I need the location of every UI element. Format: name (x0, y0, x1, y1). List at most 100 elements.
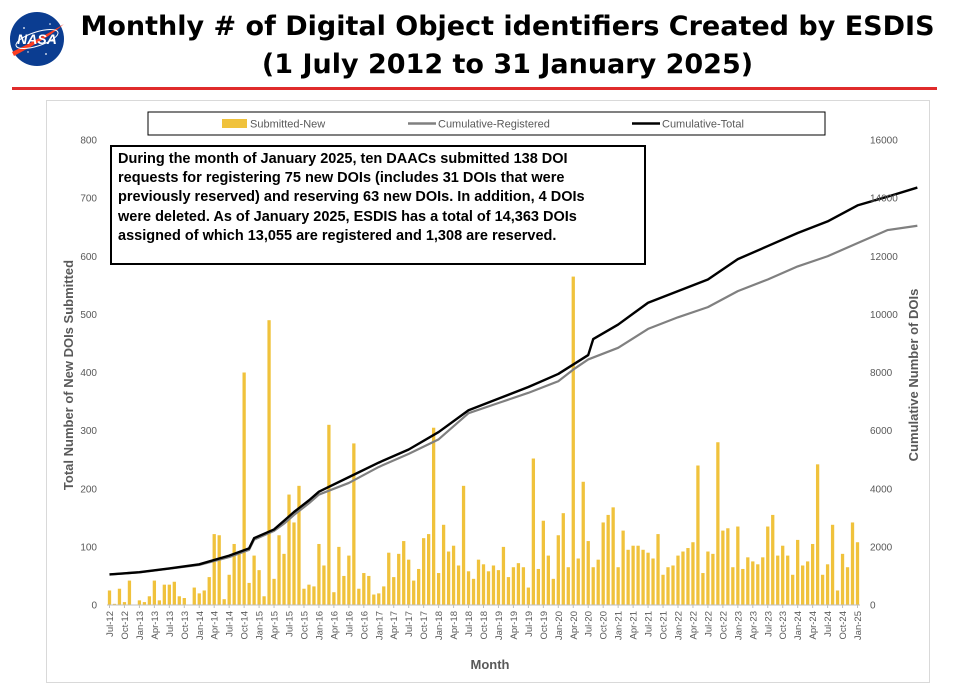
bar-submitted-new (252, 555, 256, 605)
bar-submitted-new (157, 600, 162, 605)
bar-submitted-new (626, 549, 630, 605)
y-tick-label: 700 (80, 194, 97, 205)
annotation-line: requests for registering 75 new DOIs (in… (118, 170, 565, 187)
bar-submitted-new (546, 555, 550, 605)
bar-submitted-new (731, 567, 735, 605)
x-tick-label: Oct-18 (479, 611, 490, 640)
x-tick-label: Oct-19 (539, 611, 550, 640)
bar-submitted-new (177, 596, 181, 605)
legend-label: Cumulative-Total (662, 119, 744, 131)
bar-submitted-new (312, 586, 316, 605)
bar-submitted-new (686, 548, 690, 605)
bar-submitted-new (830, 524, 835, 605)
bar-submitted-new (282, 553, 286, 605)
bar-submitted-new (815, 464, 820, 605)
bar-submitted-new (287, 494, 291, 605)
bar-submitted-new (481, 564, 486, 605)
x-tick-label: Jul-18 (464, 611, 475, 637)
x-tick-label: Oct-12 (120, 611, 131, 640)
bar-submitted-new (696, 465, 700, 605)
bar-submitted-new (172, 581, 176, 605)
x-tick-label: Oct-24 (838, 611, 849, 640)
bar-submitted-new (471, 578, 476, 605)
bar-submitted-new (297, 485, 301, 605)
bar-submitted-new (616, 567, 620, 605)
x-tick-label: Jan-20 (554, 611, 565, 640)
bar-submitted-new (711, 553, 715, 605)
x-tick-label: Jul-14 (225, 611, 236, 637)
bar-submitted-new (491, 565, 496, 605)
x-tick-label: Apr-23 (748, 611, 759, 640)
bar-submitted-new (347, 555, 351, 605)
bar-submitted-new (202, 590, 206, 605)
nasa-logo-text: NASA (17, 31, 57, 47)
bar-submitted-new (147, 596, 152, 605)
bar-submitted-new (222, 599, 226, 605)
bar-submitted-new (691, 542, 695, 605)
bar-submitted-new (591, 567, 595, 605)
bar-submitted-new (781, 545, 785, 605)
title-rule (12, 87, 937, 90)
bar-submitted-new (646, 552, 650, 605)
annotation-box: During the month of January 2025, ten DA… (110, 145, 646, 265)
bar-submitted-new (382, 586, 386, 605)
bar-submitted-new (307, 584, 311, 605)
bar-submitted-new (551, 578, 555, 605)
x-tick-label: Jan-25 (853, 611, 864, 640)
x-tick-label: Apr-21 (629, 611, 640, 640)
title-line-1: Monthly # of Digital Object identifiers … (80, 11, 935, 42)
bar-submitted-new (840, 553, 845, 605)
bar-submitted-new (322, 565, 326, 605)
x-tick-label: Jul-17 (404, 611, 415, 637)
bar-submitted-new (601, 522, 605, 605)
bar-submitted-new (446, 551, 451, 605)
bar-submitted-new (451, 545, 456, 605)
bar-submitted-new (436, 573, 441, 605)
bar-submitted-new (427, 534, 431, 605)
bar-submitted-new (257, 570, 261, 606)
annotation-line: previously reserved) and reserving 63 ne… (118, 189, 585, 206)
bar-submitted-new (127, 580, 132, 605)
bar-submitted-new (422, 538, 426, 605)
line-cumulative-total (109, 186, 918, 576)
x-tick-label: Apr-16 (329, 611, 340, 640)
bar-submitted-new (561, 513, 565, 605)
y-tick-label: 100 (80, 542, 97, 553)
x-tick-label: Apr-24 (808, 611, 819, 640)
bar-submitted-new (516, 563, 521, 605)
y-tick-label: 0 (91, 601, 97, 612)
bar-submitted-new (272, 578, 276, 605)
bar-submitted-new (242, 372, 246, 605)
legend-swatch-submitted-new (222, 119, 247, 128)
x-tick-label: Jul-24 (823, 611, 834, 637)
x-tick-label: Apr-22 (688, 611, 699, 640)
x-tick-label: Jan-21 (614, 611, 625, 640)
x-tick-label: Jan-22 (673, 611, 684, 640)
bar-submitted-new (137, 600, 142, 605)
legend-label: Cumulative-Registered (438, 119, 550, 131)
y2-tick-label: 2000 (870, 542, 893, 553)
bar-submitted-new (541, 520, 545, 605)
bar-submitted-new (292, 522, 296, 605)
x-tick-label: Jul-23 (763, 611, 774, 637)
x-tick-label: Jan-24 (793, 611, 804, 640)
y-tick-label: 400 (80, 368, 97, 379)
y-tick-label: 500 (80, 310, 97, 321)
bar-submitted-new (771, 514, 775, 605)
annotation-line: During the month of January 2025, ten DA… (118, 151, 568, 167)
bar-submitted-new (835, 590, 840, 605)
bar-submitted-new (441, 524, 446, 605)
bar-submitted-new (476, 559, 481, 605)
bar-submitted-new (461, 485, 466, 605)
bar-submitted-new (112, 603, 117, 605)
bar-submitted-new (796, 539, 800, 605)
x-tick-label: Jan-17 (374, 611, 385, 640)
x-tick-label: Jan-14 (195, 611, 206, 640)
bar-submitted-new (681, 551, 685, 605)
x-tick-label: Oct-20 (599, 611, 610, 640)
bar-submitted-new (117, 588, 122, 605)
bar-submitted-new (801, 565, 805, 605)
bar-submitted-new (855, 542, 860, 605)
y2-tick-label: 10000 (870, 310, 898, 321)
